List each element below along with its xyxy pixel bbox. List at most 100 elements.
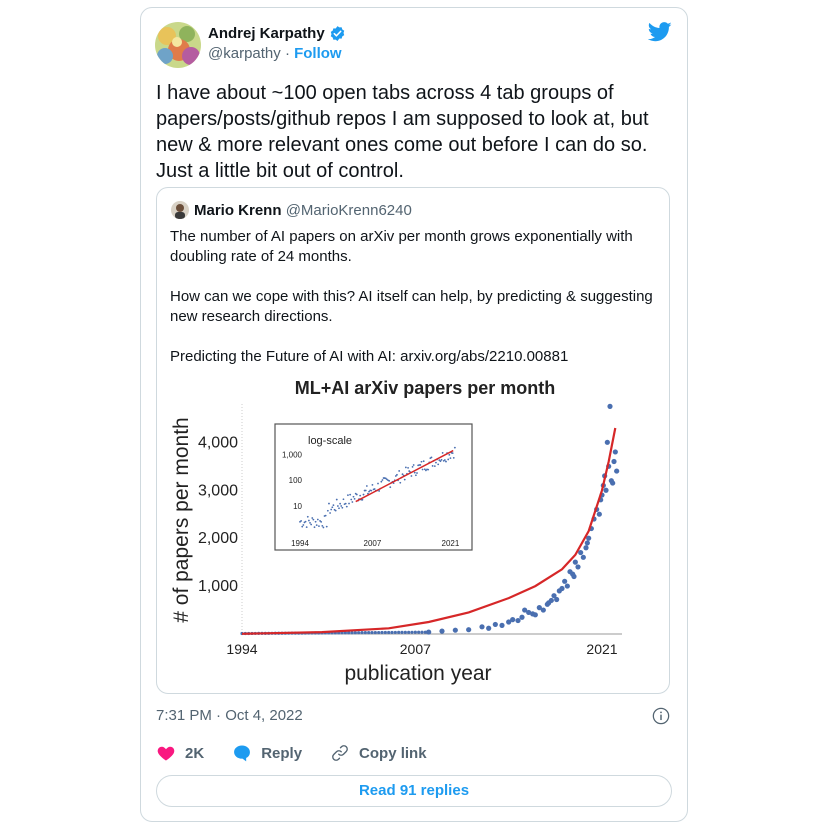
- data-point: [479, 624, 485, 630]
- inset-data-point: [447, 458, 450, 461]
- inset-data-point: [353, 497, 356, 500]
- read-replies-button[interactable]: Read 91 replies: [156, 775, 672, 807]
- inset-data-point: [449, 457, 452, 460]
- author-handle[interactable]: @karpathy: [208, 45, 281, 62]
- inset-data-point: [326, 509, 329, 512]
- data-point: [390, 630, 394, 635]
- inset-x-tick-label: 2007: [364, 539, 382, 548]
- data-point: [407, 630, 411, 634]
- inset-data-point: [304, 520, 307, 523]
- inset-data-point: [350, 498, 353, 501]
- data-point: [603, 487, 609, 493]
- inset-data-point: [320, 520, 323, 523]
- inset-data-point: [359, 494, 362, 497]
- data-point: [423, 630, 427, 634]
- quoted-paragraph: How can we cope with this? AI itself can…: [170, 288, 653, 325]
- inset-data-point: [332, 504, 335, 507]
- inset-frame: [274, 423, 473, 551]
- data-point: [548, 597, 554, 604]
- inset-data-point: [331, 506, 334, 509]
- data-point: [611, 458, 617, 465]
- y-tick-label: 3,000: [198, 482, 238, 499]
- data-point: [452, 627, 458, 633]
- inset-data-point: [373, 488, 376, 490]
- heart-icon: [157, 746, 175, 761]
- inset-data-point: [427, 468, 430, 471]
- inset-x-tick-label: 2021: [442, 539, 460, 548]
- data-point: [515, 617, 521, 624]
- inset-y-tick-label: 100: [289, 476, 303, 485]
- inset-data-point: [368, 490, 370, 493]
- quoted-author-avatar: [171, 201, 189, 219]
- inset-data-point: [329, 512, 331, 514]
- inset-data-point: [330, 508, 333, 511]
- data-point: [350, 631, 354, 635]
- inset-data-point: [370, 489, 373, 492]
- data-point: [417, 630, 421, 634]
- inset-data-point: [335, 498, 338, 501]
- inset-data-point: [401, 473, 404, 476]
- inset-data-point: [361, 498, 364, 501]
- data-point: [571, 573, 577, 580]
- data-point: [380, 630, 384, 635]
- inset-data-point: [351, 501, 354, 503]
- inset-data-point: [404, 466, 407, 469]
- inset-data-point: [325, 525, 328, 528]
- reply-label: Reply: [261, 744, 303, 762]
- inset-data-point: [410, 475, 413, 477]
- data-point: [554, 596, 560, 603]
- inset-data-point: [403, 478, 406, 481]
- data-point: [357, 631, 361, 635]
- data-point: [583, 545, 589, 551]
- reply-button[interactable]: Reply: [232, 743, 302, 763]
- inset-data-point: [421, 468, 424, 471]
- inset-data-point: [341, 506, 344, 509]
- data-point: [343, 631, 347, 635]
- data-point: [492, 621, 498, 628]
- inset-data-point: [364, 489, 367, 492]
- data-point: [551, 593, 557, 599]
- inset-data-point: [347, 494, 349, 497]
- y-tick-label: 4,000: [198, 434, 238, 451]
- inset-data-point: [340, 505, 343, 507]
- quoted-author-name: Mario Krenn: [194, 202, 282, 219]
- inset-data-point: [310, 523, 313, 526]
- data-point: [420, 630, 424, 634]
- inset-y-tick-label: 10: [293, 502, 302, 511]
- inset-data-point: [425, 469, 427, 472]
- author-name[interactable]: Andrej Karpathy: [208, 25, 346, 42]
- tweet-timestamp[interactable]: 7:31 PM · Oct 4, 2022: [156, 707, 303, 724]
- tweet-text: I have about ~100 open tabs across 4 tab…: [156, 82, 649, 182]
- data-point: [347, 631, 351, 635]
- data-point: [540, 607, 546, 613]
- data-point: [614, 468, 620, 474]
- inset-data-point: [342, 498, 345, 501]
- data-point: [596, 511, 602, 517]
- quoted-tweet[interactable]: [156, 187, 670, 694]
- author-avatar[interactable]: [155, 22, 201, 68]
- x-tick-label: 2021: [586, 641, 617, 657]
- inset-data-point: [414, 474, 417, 477]
- inset-data-point: [300, 520, 303, 522]
- verified-badge-icon: [330, 26, 344, 41]
- separator: ·: [284, 45, 290, 62]
- info-icon[interactable]: [652, 707, 670, 725]
- data-point: [370, 630, 374, 635]
- inset-data-point: [431, 465, 434, 467]
- inset-data-point: [445, 460, 447, 463]
- like-button[interactable]: 2K: [156, 743, 204, 763]
- inset-data-point: [448, 453, 451, 456]
- inset-data-point: [371, 484, 374, 486]
- inset-data-point: [324, 514, 327, 517]
- inset-data-point: [388, 479, 391, 482]
- copy-link-button[interactable]: Copy link: [330, 743, 427, 763]
- data-point: [536, 605, 542, 611]
- data-point: [373, 630, 377, 635]
- data-point: [466, 627, 472, 633]
- quoted-paragraph: Predicting the Future of AI with AI: arx…: [170, 348, 569, 365]
- data-point: [510, 617, 516, 623]
- data-point: [526, 609, 532, 616]
- twitter-logo-icon[interactable]: [648, 22, 672, 42]
- follow-button[interactable]: Follow: [294, 45, 342, 62]
- arxiv-papers-chart[interactable]: ML+AI arXiv papers per month # of papers…: [160, 372, 660, 690]
